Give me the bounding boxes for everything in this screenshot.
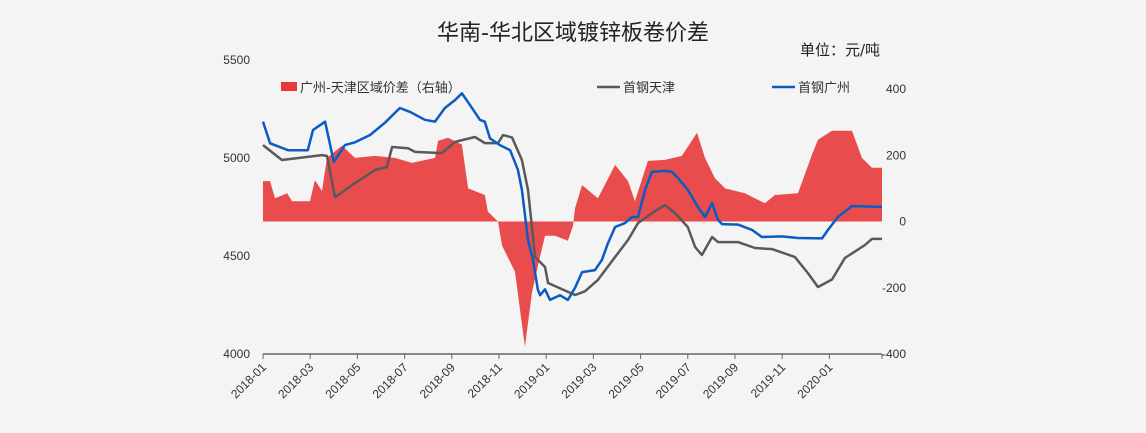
x-tick-label: 2018-09 xyxy=(417,360,458,401)
tianjin-line xyxy=(262,133,882,297)
y-left-tick-label: 5000 xyxy=(223,151,250,165)
legend-swatch-spread xyxy=(281,82,297,91)
x-tick-label: 2019-09 xyxy=(700,360,741,401)
spread-area xyxy=(263,130,882,347)
x-tick-label: 2019-07 xyxy=(653,360,694,401)
x-tick-label: 2019-05 xyxy=(606,360,647,401)
legend: 广州-天津区域价差（右轴） 首钢天津 首钢广州 xyxy=(281,81,850,96)
x-tick-label: 2018-05 xyxy=(322,360,363,401)
unit-label: 单位：元/吨 xyxy=(800,41,880,59)
y-right-tick-label: 200 xyxy=(886,148,906,162)
y-right-tick-label: 400 xyxy=(886,82,906,96)
y-left-tick-label: 5500 xyxy=(223,53,250,67)
y-right-tick-label: -200 xyxy=(882,281,906,295)
y-left-tick-label: 4500 xyxy=(223,249,250,263)
x-tick-label: 2018-07 xyxy=(370,360,411,401)
legend-label-tianjin: 首钢天津 xyxy=(623,81,675,96)
x-tick-label: 2019-03 xyxy=(558,360,599,401)
y-right-tick-label: 0 xyxy=(899,215,906,229)
x-tick-label: 2018-01 xyxy=(228,360,269,401)
plot-area xyxy=(261,92,883,347)
chart-title: 华南-华北区域镀锌板卷价差 xyxy=(437,21,709,46)
x-tick-label: 2019-01 xyxy=(511,360,552,401)
y-left-tick-label: 4000 xyxy=(223,347,250,361)
y-right-tick-label: -400 xyxy=(882,347,906,361)
guangzhou-line xyxy=(261,92,883,302)
x-tick-label: 2018-11 xyxy=(465,360,506,401)
x-tick-label: 2018-03 xyxy=(275,360,316,401)
legend-label-guangzhou: 首钢广州 xyxy=(798,81,850,96)
legend-label-spread: 广州-天津区域价差（右轴） xyxy=(300,81,461,96)
x-tick-label: 2019-11 xyxy=(748,360,789,401)
x-tick-label: 2020-01 xyxy=(794,360,835,401)
